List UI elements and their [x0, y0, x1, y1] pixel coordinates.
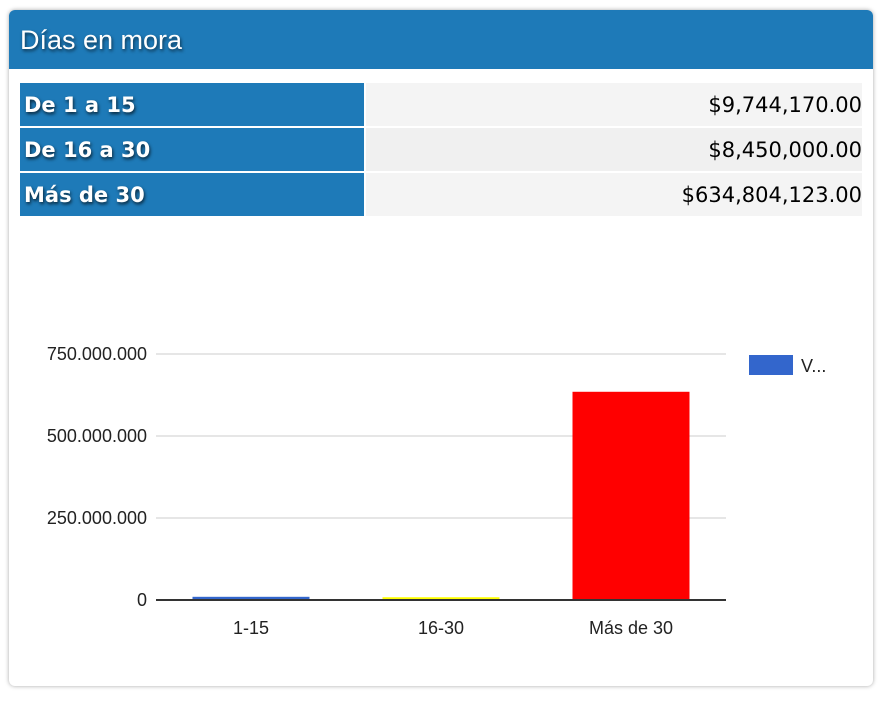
- bar-16-30: [382, 597, 500, 600]
- x-tick-label: Más de 30: [589, 618, 673, 638]
- summary-table: De 1 a 15 $9,744,170.00 De 16 a 30 $8,450,…: [20, 81, 862, 218]
- panel-title: Días en mora: [9, 10, 873, 69]
- x-tick-label: 1-15: [233, 618, 269, 638]
- table-row: De 1 a 15 $9,744,170.00: [20, 83, 862, 126]
- y-tick-label: 750.000.000: [47, 344, 147, 364]
- row-value: $8,450,000.00: [366, 128, 862, 171]
- table-row: De 16 a 30 $8,450,000.00: [20, 128, 862, 171]
- legend-label: V...: [801, 356, 826, 376]
- y-tick-label: 0: [137, 590, 147, 610]
- table-row: Más de 30 $634,804,123.00: [20, 173, 862, 216]
- row-value: $9,744,170.00: [366, 83, 862, 126]
- y-tick-label: 500.000.000: [47, 426, 147, 446]
- row-label: Más de 30: [20, 173, 366, 216]
- bar-1-15: [192, 596, 310, 600]
- row-label: De 16 a 30: [20, 128, 366, 171]
- bar-Más de 30: [572, 391, 690, 600]
- dias-en-mora-panel: Días en mora De 1 a 15 $9,744,170.00 De 1…: [9, 10, 873, 686]
- row-label: De 1 a 15: [20, 83, 366, 126]
- y-tick-label: 250.000.000: [47, 508, 147, 528]
- legend-swatch: [749, 355, 793, 375]
- x-tick-label: 16-30: [418, 618, 464, 638]
- row-value: $634,804,123.00: [366, 173, 862, 216]
